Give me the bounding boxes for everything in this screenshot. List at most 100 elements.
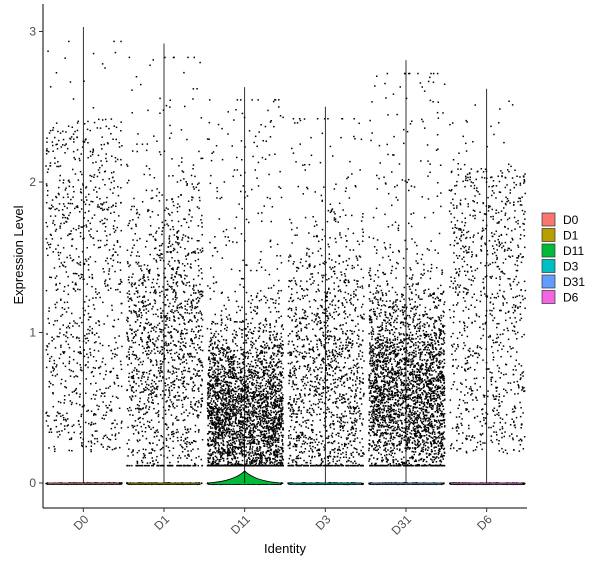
data-point xyxy=(213,445,215,448)
data-point xyxy=(80,199,83,201)
data-point xyxy=(103,435,105,437)
data-point xyxy=(174,310,176,312)
data-point xyxy=(48,307,50,309)
data-point xyxy=(78,225,80,227)
data-point xyxy=(198,189,200,192)
data-point xyxy=(72,272,75,275)
data-point xyxy=(209,392,211,394)
data-point xyxy=(153,387,155,389)
data-point xyxy=(159,254,161,257)
data-point xyxy=(222,425,224,428)
data-point xyxy=(231,372,234,375)
data-point xyxy=(279,446,282,449)
data-point xyxy=(111,255,114,257)
data-point xyxy=(79,351,81,353)
data-point xyxy=(148,426,151,428)
data-point xyxy=(244,191,246,193)
data-point xyxy=(142,302,145,304)
data-point xyxy=(51,336,53,339)
data-point xyxy=(201,314,203,316)
data-point xyxy=(110,408,113,411)
data-point xyxy=(278,404,281,406)
data-point xyxy=(251,406,254,409)
data-point xyxy=(77,206,79,209)
data-point xyxy=(217,411,220,413)
data-point xyxy=(174,296,176,298)
data-point xyxy=(201,319,204,321)
data-point xyxy=(215,437,217,439)
data-point xyxy=(151,449,154,451)
data-point xyxy=(142,284,144,286)
data-point xyxy=(190,339,192,341)
data-point xyxy=(93,121,96,124)
data-point xyxy=(281,348,284,350)
data-point xyxy=(198,196,201,199)
data-point xyxy=(183,396,185,399)
data-point xyxy=(218,419,221,421)
data-point xyxy=(225,421,227,423)
data-point xyxy=(156,429,159,431)
data-point xyxy=(106,257,108,259)
data-point xyxy=(111,309,113,311)
data-point xyxy=(93,174,96,176)
data-point xyxy=(242,404,244,406)
data-point xyxy=(214,411,216,413)
data-point xyxy=(225,410,227,412)
data-point xyxy=(240,376,242,379)
data-point xyxy=(176,285,179,287)
data-point xyxy=(168,317,171,319)
data-point xyxy=(153,247,156,250)
data-point xyxy=(210,352,212,354)
data-point xyxy=(92,162,94,164)
data-point xyxy=(114,419,116,422)
data-point xyxy=(111,434,113,436)
data-point xyxy=(85,186,88,188)
data-point xyxy=(213,435,215,437)
data-point xyxy=(60,315,62,317)
data-point xyxy=(243,409,245,412)
data-point xyxy=(166,317,168,319)
data-point xyxy=(132,239,134,241)
data-point xyxy=(198,358,201,360)
data-point xyxy=(228,433,231,435)
data-point xyxy=(85,295,88,298)
data-point xyxy=(158,151,161,153)
data-point xyxy=(259,395,261,397)
data-point xyxy=(238,425,241,428)
data-point xyxy=(99,127,102,129)
data-point xyxy=(62,247,65,249)
data-point xyxy=(54,208,56,211)
data-point xyxy=(153,343,156,346)
data-point xyxy=(152,392,154,394)
data-point xyxy=(227,372,229,375)
data-point xyxy=(235,398,238,401)
data-point xyxy=(90,440,92,442)
data-point xyxy=(227,435,230,437)
data-point xyxy=(254,327,256,329)
data-point xyxy=(202,366,204,368)
data-point xyxy=(188,370,191,373)
data-point xyxy=(180,464,182,467)
data-point xyxy=(158,367,160,369)
data-point xyxy=(168,390,171,392)
data-point xyxy=(254,401,256,404)
data-point xyxy=(230,362,233,364)
data-point xyxy=(249,447,251,449)
data-point xyxy=(184,105,186,108)
data-point xyxy=(213,407,216,410)
data-point xyxy=(62,324,64,326)
data-point xyxy=(141,269,143,272)
data-point xyxy=(175,298,177,301)
data-point xyxy=(172,175,174,177)
data-point xyxy=(248,433,250,435)
data-point xyxy=(91,434,93,436)
data-point xyxy=(189,210,191,212)
data-point xyxy=(133,283,135,286)
data-point xyxy=(248,442,250,445)
data-point xyxy=(60,237,62,240)
data-point xyxy=(106,436,108,439)
data-point xyxy=(245,313,247,315)
data-point xyxy=(229,360,232,363)
data-point xyxy=(68,347,71,349)
data-point xyxy=(66,326,68,329)
